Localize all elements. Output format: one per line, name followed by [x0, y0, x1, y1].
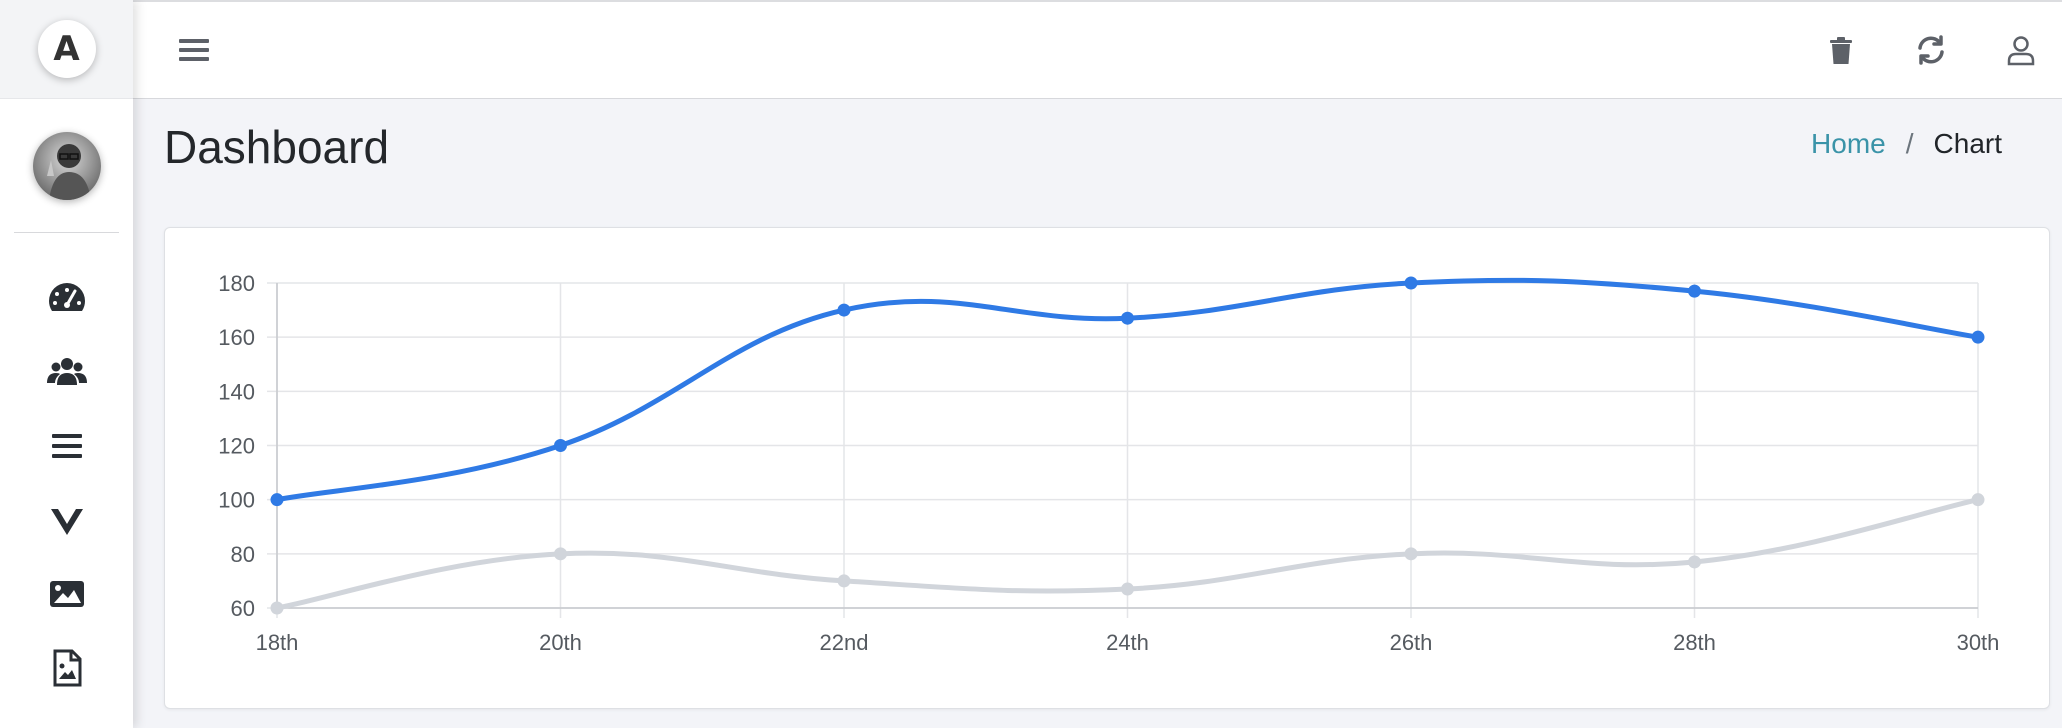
breadcrumb-home-link[interactable]: Home — [1811, 128, 1886, 159]
file-image-icon — [53, 649, 81, 687]
x-tick-label: 22nd — [820, 630, 869, 655]
sidebar-item-vue[interactable] — [0, 483, 133, 557]
page-title: Dashboard — [164, 121, 390, 173]
y-tick-label: 80 — [231, 542, 255, 567]
chart-card: 60 80 100 120 140 160 180 18th 20th 22nd 24th 26th 2… — [164, 227, 2050, 709]
topbar — [133, 0, 2062, 99]
data-point-series-2 — [1404, 547, 1418, 561]
trash-icon[interactable] — [1824, 33, 1858, 67]
hamburger-icon[interactable] — [179, 35, 209, 65]
vue-icon — [50, 509, 83, 535]
topbar-actions — [1768, 33, 2038, 67]
avatar[interactable] — [32, 131, 101, 200]
y-tick-label: 160 — [218, 325, 255, 350]
users-icon — [46, 358, 87, 385]
x-tick-label: 30th — [1957, 630, 2000, 655]
sidebar: A — [0, 0, 133, 728]
breadcrumb-current: Chart — [1933, 128, 2002, 159]
list-icon — [51, 434, 82, 458]
sidebar-item-list[interactable] — [0, 409, 133, 483]
x-tick-label: 20th — [539, 630, 582, 655]
y-tick-label: 180 — [218, 271, 255, 296]
data-point-series-2 — [554, 547, 567, 561]
image-icon — [49, 581, 84, 607]
sidebar-item-dashboard[interactable] — [0, 261, 133, 335]
y-tick-label: 60 — [231, 596, 255, 621]
breadcrumb: Home / Chart — [1811, 128, 2002, 160]
sidebar-nav — [0, 233, 133, 705]
data-point-series-2 — [1688, 555, 1701, 569]
refresh-icon[interactable] — [1914, 33, 1948, 67]
x-tick-label: 26th — [1390, 630, 1433, 655]
sidebar-item-users[interactable] — [0, 335, 133, 409]
x-tick-label: 28th — [1673, 630, 1716, 655]
data-point-series-2 — [1971, 493, 1985, 507]
data-point-series-1 — [1404, 276, 1418, 290]
sidebar-item-images[interactable] — [0, 557, 133, 631]
data-point-series-1 — [270, 493, 284, 507]
data-point-series-1 — [837, 303, 851, 317]
user-icon[interactable] — [2004, 33, 2038, 67]
data-point-series-1 — [554, 439, 567, 452]
x-tick-label: 24th — [1106, 630, 1149, 655]
app-logo[interactable]: A — [37, 20, 96, 78]
data-point-series-1 — [1688, 284, 1701, 298]
avatar-area — [0, 99, 133, 232]
x-tick-label: 18th — [256, 630, 299, 655]
data-point-series-2 — [1121, 582, 1134, 596]
breadcrumb-separator: / — [1905, 128, 1914, 159]
line-chart: 60 80 100 120 140 160 180 18th 20th 22nd 24th 26th 2… — [218, 271, 2000, 655]
data-point-series-2 — [837, 574, 851, 588]
y-tick-label: 120 — [218, 434, 255, 459]
y-tick-label: 140 — [218, 379, 255, 404]
sidebar-item-file-image[interactable] — [0, 631, 133, 705]
sidebar-logo-area: A — [0, 0, 133, 99]
data-point-series-1 — [1121, 311, 1134, 325]
sidebar-divider — [14, 232, 119, 233]
data-point-series-2 — [270, 601, 284, 615]
data-point-series-1 — [1971, 330, 1985, 344]
y-tick-label: 100 — [218, 488, 255, 513]
dashboard-gauge-icon — [48, 283, 85, 311]
